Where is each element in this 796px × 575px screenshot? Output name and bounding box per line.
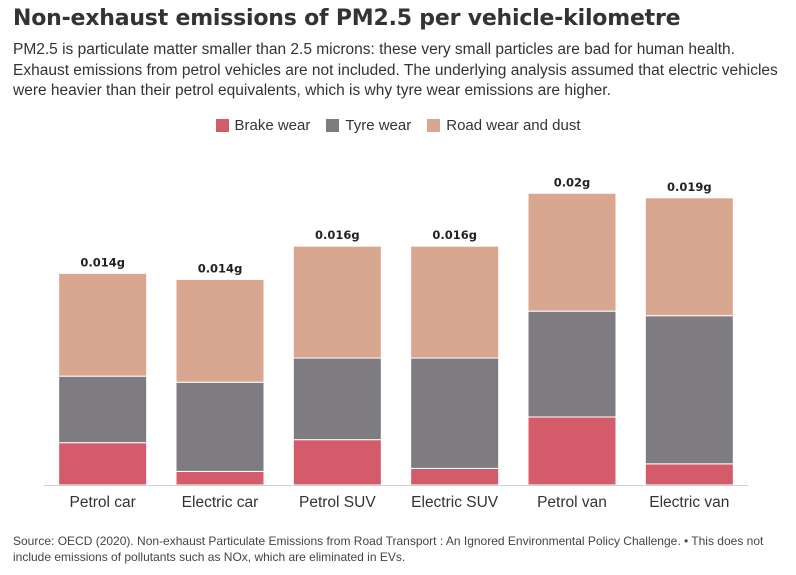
total-label-electric-car: 0.014g [198, 261, 243, 275]
total-label-petrol-car: 0.014g [80, 255, 125, 269]
legend-item-brake-wear: Brake wear [215, 117, 311, 134]
total-label-petrol-suv: 0.016g [315, 228, 360, 242]
legend-item-road-wear: Road wear and dust [427, 117, 581, 134]
legend-label-brake-wear: Brake wear [234, 117, 311, 134]
bar-tyre-wear-electric-suv [410, 357, 500, 469]
bar-road-wear-and-dust-electric-car [175, 278, 265, 383]
bar-road-wear-and-dust-petrol-suv [292, 245, 382, 359]
bar-tyre-wear-electric-car [175, 381, 265, 472]
bar-tyre-wear-petrol-car [58, 375, 148, 444]
bar-brake-wear-petrol-suv [292, 439, 382, 486]
bar-road-wear-and-dust-petrol-car [58, 272, 148, 377]
bar-road-wear-and-dust-petrol-van [527, 192, 617, 312]
stacked-bar-chart: 0.014g Petrol car 0.014g Electric car 0.016g… [44, 175, 748, 511]
total-label-electric-van: 0.019g [667, 180, 712, 194]
category-label-electric-van: Electric van [649, 494, 729, 511]
source-note: Source: OECD (2020). Non-exhaust Particu… [13, 534, 764, 564]
bar-brake-wear-electric-van [644, 463, 734, 486]
category-label-electric-car: Electric car [182, 494, 259, 511]
category-label-electric-suv: Electric SUV [411, 494, 499, 511]
legend-label-road-wear: Road wear and dust [446, 117, 581, 134]
bar-brake-wear-petrol-car [58, 442, 148, 486]
total-label-petrol-van: 0.02g [554, 175, 591, 189]
legend-label-tyre-wear: Tyre wear [345, 117, 412, 134]
legend-item-tyre-wear: Tyre wear [326, 117, 411, 134]
category-label-petrol-suv: Petrol SUV [299, 494, 376, 511]
bar-brake-wear-petrol-van [527, 416, 617, 486]
category-label-petrol-car: Petrol car [69, 494, 135, 511]
bar-tyre-wear-petrol-suv [292, 357, 382, 441]
bar-brake-wear-electric-suv [410, 467, 500, 486]
legend-swatch-tyre-wear [326, 119, 340, 132]
category-label-petrol-van: Petrol van [537, 494, 607, 511]
legend-swatch-brake-wear [215, 119, 229, 132]
bar-tyre-wear-electric-van [644, 315, 734, 465]
bar-brake-wear-electric-car [175, 470, 265, 486]
total-label-electric-suv: 0.016g [432, 228, 477, 242]
legend-swatch-road-wear [427, 119, 441, 132]
bar-road-wear-and-dust-electric-van [644, 197, 734, 317]
bar-tyre-wear-petrol-van [527, 310, 617, 418]
chart-title: Non-exhaust emissions of PM2.5 per vehic… [13, 6, 681, 31]
chart-subtitle: PM2.5 is particulate matter smaller than… [13, 41, 778, 99]
legend: Brake wear Tyre wear Road wear and dust [0, 117, 796, 134]
bar-road-wear-and-dust-electric-suv [410, 245, 500, 359]
